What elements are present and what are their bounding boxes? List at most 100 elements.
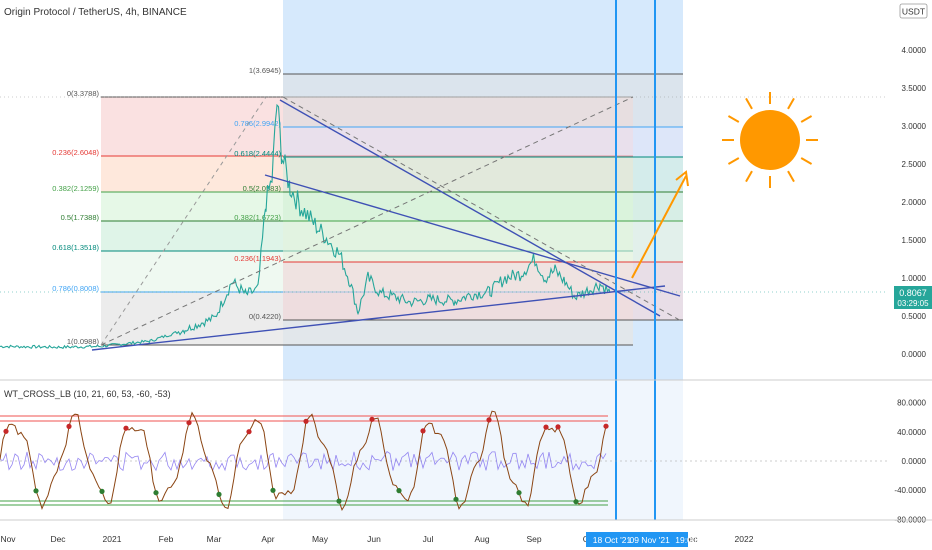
sun-ray xyxy=(745,97,753,110)
cross-dot xyxy=(555,424,561,430)
price-axis-ticks: 4.0000 3.5000 3.0000 2.5000 2.0000 1.5000 1.00… xyxy=(902,46,927,359)
breakout-arrow-shaft xyxy=(631,175,687,279)
indicator-cross-dots xyxy=(3,416,609,505)
cross-dot xyxy=(66,423,72,429)
fib-left-label: 0(3.3788) xyxy=(67,89,100,98)
time-label: Nov xyxy=(0,534,16,544)
time-label: Feb xyxy=(159,534,174,544)
currency-badge[interactable] xyxy=(899,3,928,19)
trendline-resistance-steep[interactable] xyxy=(279,99,661,317)
chart-title: Origin Protocol / TetherUS, 4h, BINANCE xyxy=(4,7,187,18)
currency-badge-label: USDT xyxy=(902,7,925,17)
indicator-tick: 0.0000 xyxy=(902,457,927,466)
fib-left-label: 0.618(1.3518) xyxy=(52,243,99,252)
sun-ray xyxy=(727,157,740,165)
sun-ray xyxy=(787,97,795,110)
trendline-resistance-shallow[interactable] xyxy=(264,174,681,297)
fib-left-label: 0.786(0.8008) xyxy=(52,284,99,293)
fib-right-zone xyxy=(283,192,683,221)
trendline-support[interactable] xyxy=(91,285,666,351)
fib-right-label: 0.786(2.9942) xyxy=(234,119,281,128)
breakout-arrow-head xyxy=(675,170,689,187)
indicator-tick: 80.0000 xyxy=(897,399,926,408)
cross-dot xyxy=(369,416,375,422)
cross-dot xyxy=(336,498,342,504)
time-label: Aug xyxy=(474,534,489,544)
price-tick: 3.0000 xyxy=(902,122,927,131)
fib-right-label: 0.382(1.6723) xyxy=(234,213,281,222)
price-tick: 0.0000 xyxy=(902,350,927,359)
sun-disc xyxy=(740,110,800,170)
cross-dot xyxy=(573,499,579,505)
trendline-dashed-up[interactable] xyxy=(100,96,634,346)
sun-ray xyxy=(745,170,753,183)
indicator-histogram xyxy=(0,451,607,472)
cross-dot xyxy=(420,428,426,434)
fib-right-zone xyxy=(283,157,683,192)
cross-dot xyxy=(543,424,549,430)
cross-dot xyxy=(603,423,609,429)
sun-ray xyxy=(727,115,740,123)
fib-right-label: 0.618(2.4444) xyxy=(234,149,281,158)
time-label: May xyxy=(312,534,329,544)
time-label: Jun xyxy=(367,534,381,544)
time-label: 2021 xyxy=(103,534,122,544)
price-tick: 1.5000 xyxy=(902,236,927,245)
cross-dot xyxy=(486,417,492,423)
fib-right-label: 0(0.4220) xyxy=(249,312,282,321)
time-label: Mar xyxy=(207,534,222,544)
price-tick: 2.0000 xyxy=(902,198,927,207)
cross-dot xyxy=(396,488,402,494)
cross-dot xyxy=(270,487,276,493)
indicator-tick: 40.0000 xyxy=(897,428,926,437)
fib-left-label: 0.236(2.6048) xyxy=(52,148,99,157)
time-label: Dec xyxy=(50,534,66,544)
current-price-value: 0.8067 xyxy=(899,288,927,298)
time-badge-nov-date: 09 Nov '21 xyxy=(629,535,670,545)
time-badges[interactable]: 18 Oct '21 09 Nov '21 19:00 xyxy=(586,532,697,547)
cross-dot xyxy=(33,488,39,494)
cross-dot xyxy=(453,496,459,502)
time-label: Sep xyxy=(526,534,541,544)
cross-dot xyxy=(3,428,9,434)
cross-dot xyxy=(99,488,105,494)
fib-right-label: 0.5(2.0583) xyxy=(243,184,282,193)
time-badge-nov[interactable] xyxy=(638,532,688,547)
cross-dot xyxy=(123,425,129,431)
indicator-tick: -40.0000 xyxy=(894,486,926,495)
sun-icon xyxy=(722,92,818,188)
price-grid xyxy=(0,96,888,293)
sun-ray xyxy=(800,157,813,165)
candle-countdown: 03:29:05 xyxy=(897,299,929,308)
cross-dot xyxy=(216,491,222,497)
price-series-line xyxy=(0,103,611,350)
price-tick: 4.0000 xyxy=(902,46,927,55)
time-badge-oct[interactable] xyxy=(586,532,638,547)
price-tick: 3.5000 xyxy=(902,84,927,93)
time-label: Apr xyxy=(261,534,274,544)
fib-left-label: 0.5(1.7388) xyxy=(61,213,100,222)
sun-ray xyxy=(787,170,795,183)
cross-dot xyxy=(186,420,192,426)
time-badge-oct-label: 18 Oct '21 xyxy=(593,535,632,545)
time-label: 2022 xyxy=(735,534,754,544)
cross-dot xyxy=(246,429,252,435)
fib-left-label: 0.382(2.1259) xyxy=(52,184,99,193)
price-tick: 2.5000 xyxy=(902,160,927,169)
fib-right-zone xyxy=(283,127,683,157)
left-dashed-rise[interactable] xyxy=(100,96,267,346)
breakout-arrow[interactable] xyxy=(631,170,689,279)
price-tick: 1.0000 xyxy=(902,274,927,283)
cross-dot xyxy=(153,490,159,496)
time-badge-nov-label: 09 Nov '21 19:00 xyxy=(629,535,696,545)
price-tick: 0.5000 xyxy=(902,312,927,321)
fib-right-label: 1(3.6945) xyxy=(249,66,282,75)
fib-right-label: 0.236(1.1943) xyxy=(234,254,281,263)
time-label: Jul xyxy=(423,534,434,544)
price-axis-bg xyxy=(888,0,932,520)
current-price-tag[interactable] xyxy=(894,286,932,309)
indicator-title: WT_CROSS_LB (10, 21, 60, 53, -60, -53) xyxy=(4,389,171,399)
trendlines[interactable] xyxy=(91,96,684,351)
fib-right-zone xyxy=(283,74,683,127)
